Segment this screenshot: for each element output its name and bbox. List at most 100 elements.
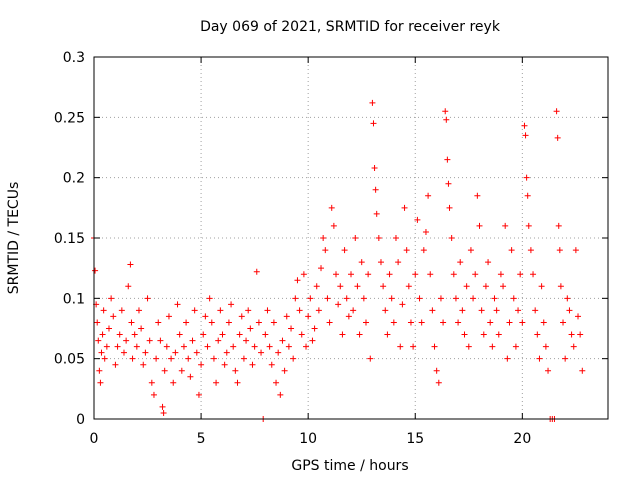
data-point (148, 379, 155, 386)
data-point (527, 247, 534, 254)
data-point (512, 343, 519, 350)
data-point (198, 361, 205, 368)
data-point (566, 307, 573, 314)
y-tick-label: 0.25 (54, 110, 85, 126)
data-point (232, 367, 239, 374)
data-point (435, 379, 442, 386)
data-point (219, 331, 226, 338)
data-point (223, 349, 230, 356)
data-point (399, 301, 406, 308)
data-point (465, 343, 472, 350)
data-point (275, 349, 282, 356)
data-point (206, 295, 213, 302)
data-point (234, 379, 241, 386)
data-point (397, 343, 404, 350)
data-point (131, 331, 138, 338)
data-point (161, 367, 168, 374)
data-point (176, 331, 183, 338)
data-point (217, 307, 224, 314)
y-tick-label: 0 (76, 412, 85, 428)
data-point (311, 325, 318, 332)
data-point (534, 331, 541, 338)
data-point (348, 271, 354, 278)
data-point (517, 271, 524, 278)
data-point (313, 283, 320, 290)
data-point (485, 259, 492, 266)
data-point (442, 108, 449, 115)
data-point (238, 313, 245, 320)
data-point (285, 343, 292, 350)
data-point (273, 379, 280, 386)
data-point (94, 319, 101, 326)
x-tick-label: 20 (513, 431, 531, 447)
data-point (330, 222, 337, 229)
points (91, 99, 586, 422)
data-point (247, 325, 254, 332)
data-point (390, 319, 397, 326)
data-point (392, 235, 399, 241)
data-point (105, 325, 112, 332)
data-point (474, 192, 481, 199)
data-point (225, 319, 232, 326)
data-point (493, 307, 500, 314)
data-point (200, 331, 207, 338)
data-point (554, 134, 561, 141)
data-point (266, 343, 273, 350)
data-point (133, 343, 140, 350)
data-point (491, 295, 498, 302)
data-point (523, 174, 530, 181)
data-point (414, 216, 421, 223)
data-point (303, 343, 310, 350)
data-point (99, 331, 106, 338)
data-point (187, 373, 194, 380)
data-point (298, 331, 305, 338)
data-point (160, 409, 167, 416)
data-point (401, 204, 408, 211)
data-point (309, 337, 316, 344)
data-point (123, 337, 130, 344)
data-point (112, 361, 119, 368)
data-point (510, 295, 517, 302)
data-point (221, 361, 228, 368)
data-point (249, 361, 256, 368)
data-point (572, 247, 579, 254)
data-point (135, 307, 142, 314)
data-point (487, 319, 494, 326)
data-point (193, 349, 200, 356)
y-tick-label: 0.05 (54, 352, 85, 368)
data-point (318, 265, 325, 272)
x-tick-label: 5 (197, 431, 206, 447)
data-point (524, 192, 531, 199)
data-point (343, 295, 350, 302)
data-point (140, 361, 147, 368)
data-point (422, 228, 429, 235)
data-point (443, 116, 450, 123)
data-point (525, 222, 532, 229)
data-point (157, 337, 164, 344)
data-point (262, 331, 269, 338)
data-point (570, 343, 577, 350)
data-point (92, 267, 99, 274)
data-point (180, 343, 187, 350)
data-point (100, 307, 107, 314)
data-point (433, 367, 440, 374)
data-point (371, 165, 378, 172)
data-point (288, 325, 295, 332)
data-point (412, 271, 419, 278)
data-point (495, 331, 502, 338)
data-point (307, 295, 314, 302)
data-point (296, 307, 303, 314)
data-point (138, 325, 145, 332)
data-point (118, 307, 125, 314)
data-point (258, 349, 265, 356)
data-point (320, 235, 327, 241)
y-tick-label: 0.3 (63, 50, 85, 66)
data-point (240, 355, 247, 362)
data-point (384, 331, 391, 338)
data-point (183, 319, 190, 326)
data-point (553, 108, 560, 115)
data-point (268, 361, 275, 368)
data-point (482, 283, 489, 290)
data-point (405, 283, 412, 290)
data-point (555, 222, 562, 229)
